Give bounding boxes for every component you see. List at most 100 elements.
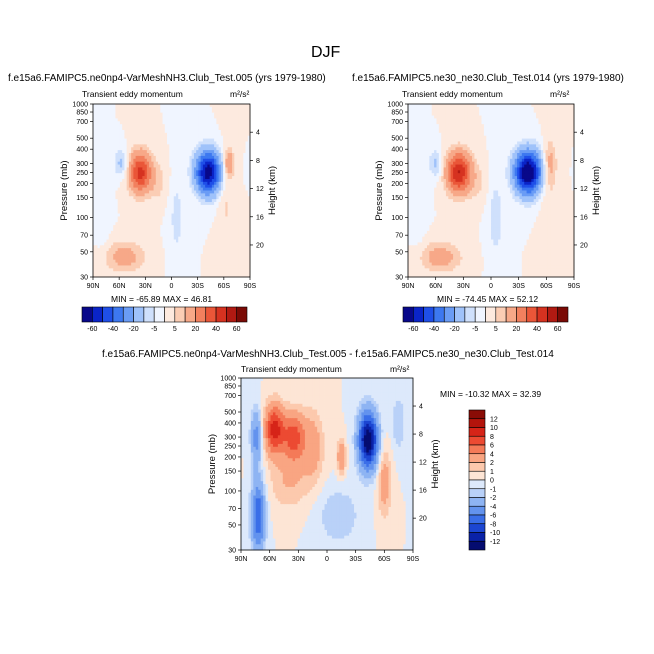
panel-1-cell xyxy=(236,210,240,214)
panel-2-cell xyxy=(509,104,513,108)
panel-1-cell xyxy=(238,106,242,111)
panel-2-cell xyxy=(514,118,518,122)
panel-1-cell xyxy=(193,155,197,160)
panel-1-cell xyxy=(135,227,139,232)
panel-2-cell xyxy=(555,129,558,134)
panel-2-cell xyxy=(464,109,468,114)
panel-1-cell xyxy=(106,262,110,266)
panel-1-cell xyxy=(160,222,163,226)
panel-1-cell xyxy=(178,230,181,235)
panel-1-cell xyxy=(225,242,228,246)
panel-1-cell xyxy=(241,153,244,157)
panel-1-cell xyxy=(184,242,188,246)
panel-1-cell xyxy=(173,115,177,119)
panel-1-cell xyxy=(135,193,139,197)
panel-1-cell xyxy=(135,141,139,145)
panel-1-cell xyxy=(211,132,215,137)
panel-1-cell xyxy=(142,233,145,238)
panel-1-cell xyxy=(223,158,226,163)
panel-1-cell xyxy=(169,118,172,122)
panel-1-cell xyxy=(245,127,249,131)
panel-1-cell xyxy=(202,150,206,154)
panel-1-cell xyxy=(160,132,163,137)
panel-1-cell xyxy=(122,199,125,203)
panel-1-cell xyxy=(110,216,114,220)
panel-1-cell xyxy=(193,106,197,111)
panel-1-cell xyxy=(162,253,166,258)
panel-1-cell xyxy=(171,129,175,134)
panel-1-cell xyxy=(131,253,134,258)
panel-1-cell xyxy=(169,178,172,183)
panel-1-cell xyxy=(211,184,215,189)
panel-1-cell xyxy=(245,121,249,125)
panel-1-cell xyxy=(245,147,249,151)
panel-1-cell xyxy=(178,176,181,180)
panel-1-cell xyxy=(184,115,188,119)
panel-1-cell xyxy=(247,161,251,165)
panel-1-cell xyxy=(220,112,224,116)
panel-1-cell xyxy=(182,199,186,203)
panel-2-cell xyxy=(410,109,414,114)
panel-1-cell xyxy=(175,219,179,223)
panel-1-cell xyxy=(223,173,226,177)
panel-1-cell xyxy=(220,216,224,220)
panel-2-cell xyxy=(495,124,499,128)
panel-1-cell xyxy=(234,233,237,238)
panel-1-cell xyxy=(238,265,242,269)
panel-1-cell xyxy=(97,135,101,139)
panel-1-cell xyxy=(97,207,101,212)
panel-1-cell xyxy=(169,104,172,108)
panel-1-cell xyxy=(93,121,96,125)
panel-1-cell xyxy=(155,216,159,220)
panel-2-cell xyxy=(445,106,449,111)
panel-1-cell xyxy=(245,227,249,232)
panel-2-cell xyxy=(550,129,554,134)
panel-1-cell xyxy=(196,265,199,269)
panel-1-cell xyxy=(238,259,242,263)
panel-1-cell xyxy=(142,106,145,111)
panel-1-cell xyxy=(99,268,103,272)
panel-1-cell xyxy=(101,135,105,139)
panel-1-cell xyxy=(95,225,98,229)
panel-1-cell xyxy=(153,268,157,272)
panel-1-cell xyxy=(180,222,184,226)
panel-1-cell xyxy=(164,164,168,168)
panel-1-cell xyxy=(171,135,175,139)
panel-1-cell xyxy=(178,178,181,183)
panel-2-cell xyxy=(514,127,518,131)
panel-1-cell xyxy=(99,193,103,197)
panel-1-cell xyxy=(225,161,228,165)
panel-1-cell xyxy=(142,155,145,160)
panel-1-cell xyxy=(234,170,237,174)
panel-1-cell xyxy=(196,239,199,243)
panel-1-cell xyxy=(171,274,175,278)
panel-1-cell xyxy=(169,239,172,243)
panel-2-cell xyxy=(481,112,485,116)
panel-2-cell xyxy=(431,132,435,137)
panel-1-cell xyxy=(108,109,112,114)
panel-1-cell xyxy=(95,262,98,266)
panel-1-cell xyxy=(151,184,154,189)
panel-1-cell xyxy=(243,121,246,125)
panel-1-cell xyxy=(187,141,190,145)
panel-1-cell xyxy=(189,239,193,243)
panel-1-cell xyxy=(158,138,161,142)
panel-1-cell xyxy=(225,265,228,269)
panel-2-cell xyxy=(488,106,492,111)
panel-1-cell xyxy=(207,153,211,157)
panel-1-cell xyxy=(160,233,163,238)
panel-1-cell xyxy=(133,104,137,108)
panel-1-cell xyxy=(180,199,184,203)
panel-2-cell xyxy=(457,118,461,122)
panel-1-cell xyxy=(193,184,197,189)
panel-1-cell xyxy=(153,147,157,151)
panel-1-cell xyxy=(236,259,240,263)
panel-1-cell xyxy=(234,265,237,269)
panel-2-cell xyxy=(464,124,468,128)
panel-1-cell xyxy=(209,104,213,108)
panel-1-cell xyxy=(227,155,231,160)
panel-1-cell xyxy=(173,181,177,186)
panel-1-cell xyxy=(187,153,190,157)
panel-1-cell xyxy=(209,268,213,272)
panel-1-cell xyxy=(93,118,96,122)
